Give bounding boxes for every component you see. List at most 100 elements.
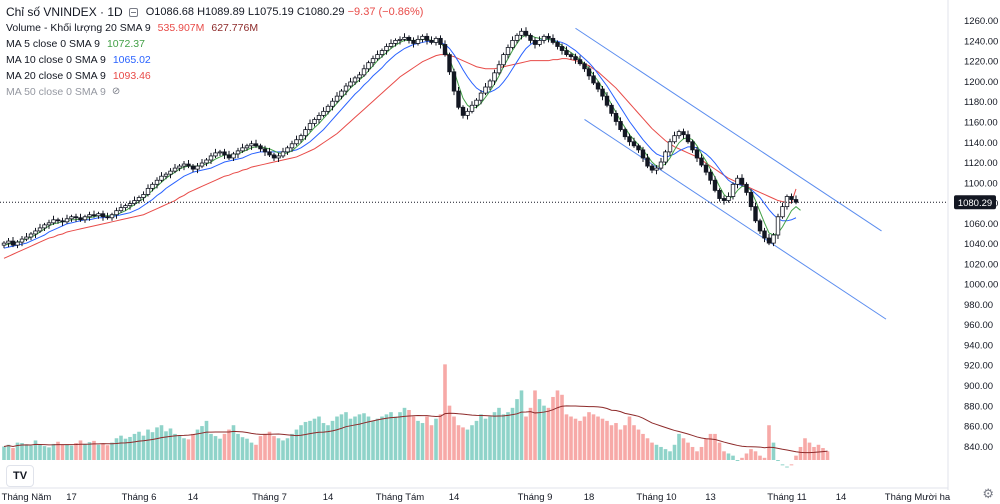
candle-up: [244, 145, 250, 149]
volume-bar: [510, 407, 515, 460]
volume-bar: [542, 405, 546, 460]
candle-up: [514, 34, 520, 41]
candle-down: [717, 190, 722, 199]
candle-up: [672, 135, 677, 143]
ma5-label: MA 5 close 0 SMA 9: [6, 38, 100, 50]
volume-bar: [128, 436, 132, 460]
candle-up: [780, 206, 785, 218]
time-tick-label: 14: [449, 492, 460, 503]
candle-down: [460, 106, 466, 116]
volume-bars: [2, 364, 830, 468]
candle-up: [366, 62, 371, 70]
volume-bar: [506, 412, 510, 460]
volume-bar: [119, 435, 123, 460]
candle-up: [231, 153, 236, 159]
legend-ma50-row[interactable]: MA 50 close 0 SMA 9 ⊘: [6, 84, 423, 100]
volume-bar: [87, 442, 92, 460]
volume-bar: [704, 438, 708, 460]
volume-bar: [776, 460, 780, 461]
candle-up: [249, 143, 254, 147]
candle-up: [150, 183, 155, 189]
candle-down: [690, 141, 695, 151]
legend-ma5-row[interactable]: MA 5 close 0 SMA 9 1072.37: [6, 36, 423, 52]
candle-up: [343, 85, 349, 92]
time-tick-label: Tháng Mười ha: [885, 492, 951, 503]
volume-bar: [735, 460, 740, 461]
volume-bar: [767, 425, 771, 460]
volume-bar: [528, 407, 533, 460]
volume-bar: [24, 444, 29, 460]
candle-down: [582, 63, 587, 70]
volume-bar: [632, 425, 636, 460]
candle-up: [469, 104, 475, 112]
volume-bar: [173, 433, 177, 460]
candle-down: [222, 151, 227, 156]
price-tick-label: 1020.00: [964, 259, 998, 270]
volume-bar: [42, 446, 47, 460]
candle-down: [267, 151, 272, 156]
candle-up: [307, 123, 313, 130]
collapse-icon[interactable]: [128, 7, 138, 17]
candle-up: [6, 240, 11, 244]
candle-up: [177, 165, 182, 169]
time-tick-label: 14: [188, 492, 199, 503]
volume-bar: [465, 429, 470, 460]
candle-down: [744, 183, 749, 193]
volume-bar: [272, 436, 276, 460]
volume-bar: [164, 431, 168, 460]
volume-bar: [479, 414, 483, 460]
candle-down: [186, 163, 191, 167]
legend-volume-row[interactable]: Volume - Khối lượng 20 SMA 9 535.907M 62…: [6, 20, 423, 36]
volume-bar: [101, 443, 105, 460]
candle-up: [159, 175, 164, 181]
legend-ma10-row[interactable]: MA 10 close 0 SMA 9 1065.02: [6, 52, 423, 68]
volume-bar: [299, 425, 303, 460]
candle-up: [321, 110, 326, 116]
legend-ma20-row[interactable]: MA 20 close 0 SMA 9 1093.46: [6, 68, 423, 84]
volume-bar: [2, 446, 6, 460]
volume-bar: [411, 416, 416, 460]
volume-bar: [168, 428, 173, 460]
volume-bar: [267, 431, 272, 460]
symbol-title[interactable]: Chỉ số VNINDEX · 1D: [6, 5, 123, 19]
volume-bar: [794, 455, 798, 460]
eye-hidden-icon[interactable]: ⊘: [111, 86, 121, 97]
candle-down: [438, 37, 443, 45]
volume-bar: [713, 433, 717, 460]
volume-bar: [218, 438, 222, 460]
volume-bar: [20, 443, 24, 460]
gear-icon[interactable]: ⚙: [982, 486, 994, 501]
volume-bar: [209, 433, 213, 460]
time-tick-label: 17: [66, 492, 77, 503]
candle-up: [285, 147, 290, 153]
trend-line-upper: [575, 27, 882, 232]
tradingview-logo[interactable]: TV: [6, 465, 34, 487]
candle-up: [163, 173, 169, 177]
candle-up: [541, 35, 547, 41]
ma20-line: [3, 54, 797, 259]
candle-up: [312, 119, 317, 124]
volume-bar: [578, 420, 582, 460]
price-tick-label: 1200.00: [964, 77, 998, 88]
volume-bar: [65, 444, 69, 460]
candle-up: [730, 183, 736, 197]
volume-bar: [407, 410, 411, 460]
volume-bar: [762, 457, 767, 460]
price-tick-label: 1040.00: [964, 239, 998, 250]
candle-up: [325, 105, 331, 112]
volume-bar: [114, 438, 119, 460]
candle-up: [15, 241, 20, 246]
candle-up: [492, 72, 497, 82]
volume-bar: [456, 425, 461, 460]
candle-down: [262, 148, 268, 153]
volume-bar: [573, 418, 578, 460]
candle-up: [510, 40, 515, 48]
volume-bar: [294, 429, 299, 460]
candle-down: [447, 54, 452, 73]
candle-down: [564, 50, 569, 55]
volume-bar: [29, 445, 33, 460]
volume-bar: [758, 455, 762, 460]
volume-bar: [753, 451, 758, 460]
candle-up: [154, 179, 160, 185]
